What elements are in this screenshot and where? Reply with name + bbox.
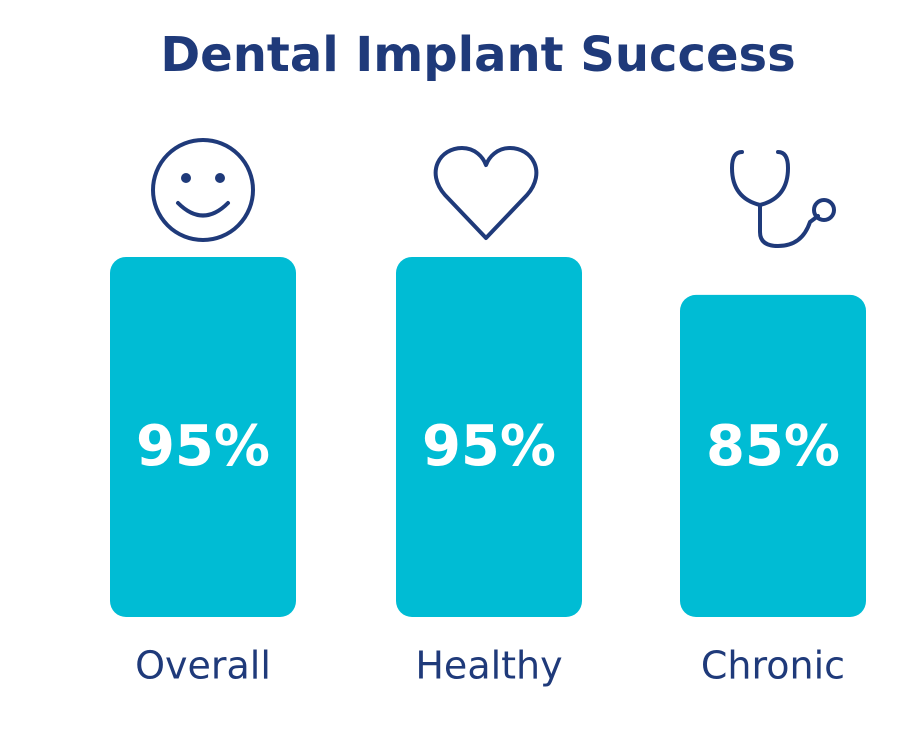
value-label: 85%: [706, 414, 840, 479]
chart-title: Dental Implant Success: [160, 27, 795, 83]
heart-icon: [433, 146, 539, 240]
category-label: Chronic: [701, 644, 845, 688]
category-label: Healthy: [415, 644, 562, 688]
value-label: 95%: [422, 414, 556, 479]
value-label: 95%: [136, 414, 270, 479]
smiley-icon: [151, 138, 255, 242]
stethoscope-icon: [730, 150, 836, 248]
category-label: Overall: [135, 644, 271, 688]
bar: [110, 256, 296, 617]
bar: [680, 294, 866, 617]
bar: [396, 256, 582, 617]
